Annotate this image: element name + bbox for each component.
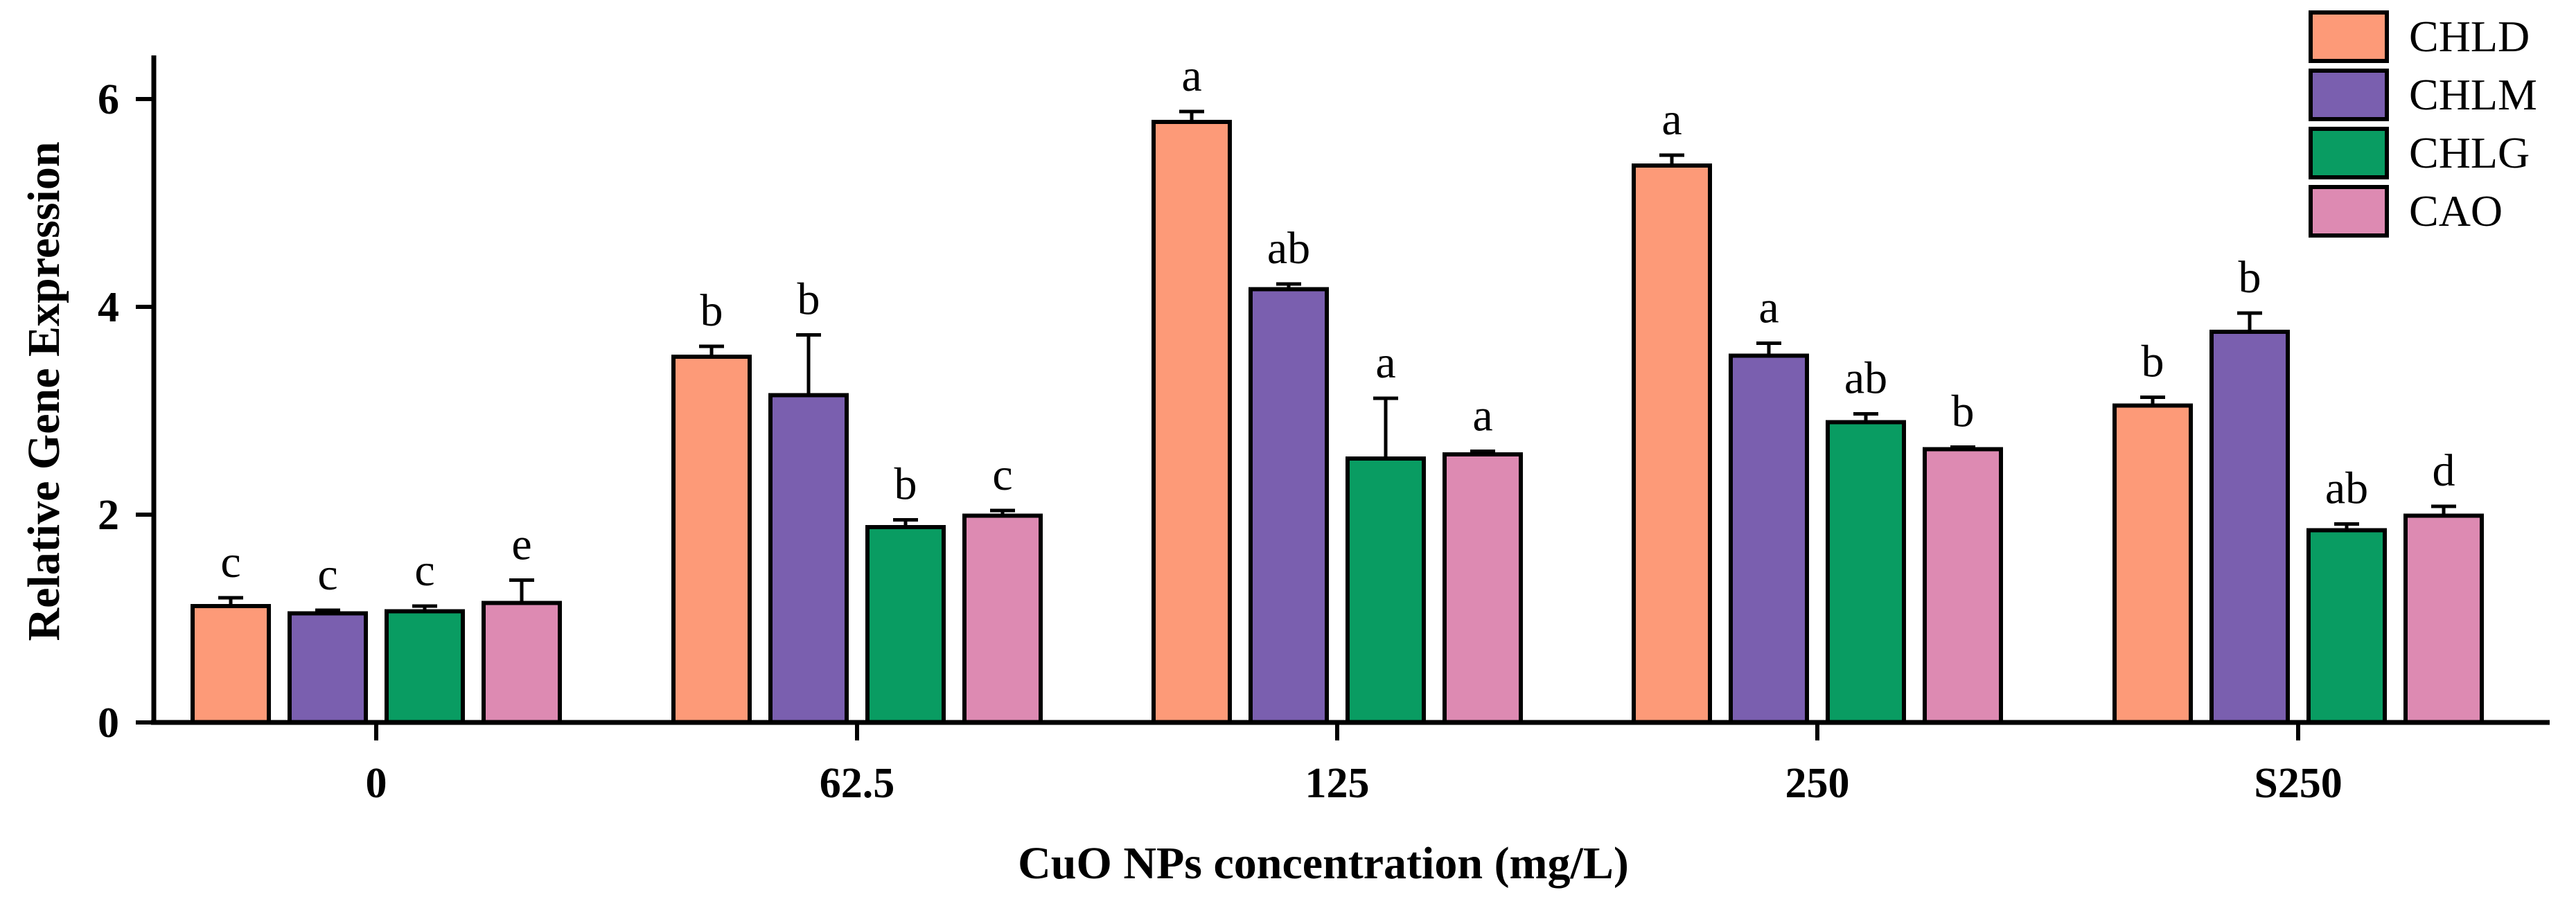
legend-label: CHLG bbox=[2409, 128, 2530, 177]
legend-label: CHLD bbox=[2409, 12, 2530, 61]
bar-chld bbox=[671, 355, 752, 725]
significance-label: ab bbox=[1844, 353, 1887, 404]
significance-label: ab bbox=[1267, 223, 1310, 274]
bar-cao bbox=[482, 601, 562, 725]
axes-layer bbox=[151, 55, 2550, 725]
x-tick-label: 250 bbox=[1785, 760, 1850, 807]
x-tick-label: 125 bbox=[1305, 760, 1370, 807]
bar-cao bbox=[1443, 452, 1523, 725]
significance-label: c bbox=[414, 545, 434, 596]
legend-label: CHLM bbox=[2409, 70, 2537, 119]
bar-chld bbox=[191, 604, 271, 725]
x-axis-title: CuO NPs concentration (mg/L) bbox=[1018, 838, 1629, 889]
significance-label: b bbox=[1952, 387, 1975, 437]
x-tick-label: S250 bbox=[2254, 760, 2342, 807]
significance-label: e bbox=[511, 519, 531, 570]
bar-chld bbox=[1152, 120, 1232, 725]
significance-label: a bbox=[1758, 283, 1779, 333]
significance-label: a bbox=[1181, 51, 1201, 101]
significance-label: a bbox=[1375, 337, 1395, 388]
significance-label: a bbox=[1472, 391, 1492, 441]
ticks-layer: 0 2 4 6 0 62.5 125 250 S250 bbox=[98, 76, 2343, 807]
bar-chld bbox=[2112, 403, 2193, 725]
significance-label: c bbox=[220, 537, 240, 587]
legend-swatch-chlm bbox=[2309, 69, 2389, 121]
significance-label: a bbox=[1661, 94, 1682, 145]
bar-chlm bbox=[2209, 330, 2290, 725]
bar-chlg bbox=[1826, 420, 1906, 725]
bar-chlm bbox=[288, 611, 368, 725]
significance-label: c bbox=[317, 549, 337, 600]
y-tick-label: 4 bbox=[98, 284, 119, 331]
significance-label: b bbox=[2142, 337, 2164, 387]
y-tick-label: 2 bbox=[98, 492, 119, 539]
significance-label: b bbox=[700, 285, 723, 336]
x-tick-label: 62.5 bbox=[820, 760, 895, 807]
legend-swatch-chlg bbox=[2309, 127, 2389, 179]
bars-layer: c c c e b b b c a ab a a a a ab b b b ab d bbox=[191, 51, 2484, 725]
bar-chlm bbox=[1729, 353, 1809, 725]
significance-label: b bbox=[2239, 252, 2261, 303]
bar-chlg bbox=[865, 525, 946, 725]
bar-chlg bbox=[385, 609, 465, 725]
y-tick-label: 0 bbox=[98, 700, 119, 747]
legend-swatch-chld bbox=[2309, 10, 2389, 63]
significance-label: ab bbox=[2325, 463, 2368, 514]
significance-label: b bbox=[894, 459, 917, 510]
significance-label: d bbox=[2433, 445, 2455, 496]
bar-cao bbox=[962, 513, 1043, 725]
y-axis-title: Relative Gene Expression bbox=[19, 141, 69, 641]
legend-label: CAO bbox=[2409, 186, 2503, 236]
significance-label: c bbox=[992, 450, 1012, 500]
bar-cao bbox=[2403, 513, 2484, 725]
bar-chlg bbox=[1346, 456, 1426, 725]
bar-chld bbox=[1632, 163, 1712, 725]
bar-chlg bbox=[2306, 528, 2387, 725]
legend: CHLD CHLM CHLG CAO bbox=[2309, 10, 2537, 238]
legend-swatch-cao bbox=[2309, 185, 2389, 238]
bar-chlm bbox=[768, 393, 849, 725]
x-tick-label: 0 bbox=[366, 760, 387, 807]
bar-chlm bbox=[1249, 287, 1329, 725]
bar-cao bbox=[1923, 447, 2003, 725]
y-tick-label: 6 bbox=[98, 76, 119, 123]
significance-label: b bbox=[797, 274, 820, 325]
